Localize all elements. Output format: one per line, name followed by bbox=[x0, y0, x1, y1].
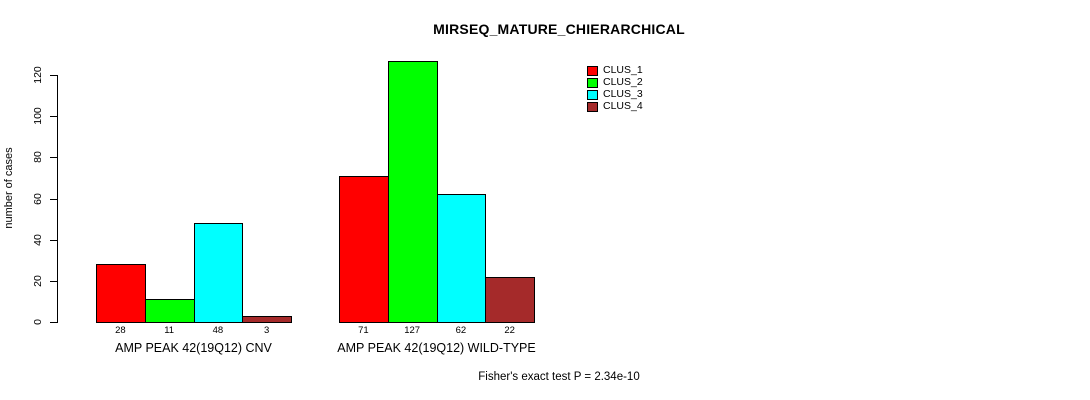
legend-item: CLUS_4 bbox=[587, 101, 643, 113]
legend-item: CLUS_3 bbox=[587, 89, 643, 101]
bar-clus_1-group2 bbox=[339, 176, 389, 323]
bar-value-label: 3 bbox=[263, 325, 270, 336]
bar-value-label: 71 bbox=[358, 325, 369, 336]
legend-item: CLUS_1 bbox=[587, 65, 643, 77]
y-axis-tick bbox=[50, 322, 57, 323]
bar-clus_2-group1 bbox=[144, 299, 195, 323]
y-axis-tick bbox=[50, 240, 57, 241]
bar-clus_3-group1 bbox=[193, 223, 244, 323]
legend-swatch bbox=[587, 101, 598, 112]
y-axis-tick bbox=[50, 116, 57, 117]
x-category-label: AMP PEAK 42(19Q12) WILD-TYPE bbox=[337, 341, 536, 355]
y-tick-label: 120 bbox=[32, 66, 44, 84]
y-tick-label: 60 bbox=[32, 193, 44, 205]
y-axis-tick bbox=[50, 199, 57, 200]
bar-value-label: 62 bbox=[455, 325, 467, 336]
x-category-label: AMP PEAK 42(19Q12) CNV bbox=[115, 341, 272, 355]
legend-swatch bbox=[587, 65, 598, 76]
y-tick-label: 100 bbox=[32, 107, 44, 125]
bar-value-label: 48 bbox=[212, 325, 224, 336]
bar-clus_2-group2 bbox=[387, 61, 438, 323]
legend-label: CLUS_2 bbox=[603, 76, 643, 89]
y-axis-tick bbox=[50, 157, 57, 158]
y-axis-tick bbox=[50, 281, 57, 282]
bar-clus_4-group1 bbox=[242, 316, 292, 323]
bar-value-label: 28 bbox=[115, 325, 126, 336]
bar-value-label: 11 bbox=[164, 325, 175, 336]
legend-swatch bbox=[587, 89, 598, 100]
legend-label: CLUS_1 bbox=[603, 64, 643, 77]
y-tick-label: 20 bbox=[32, 275, 44, 287]
legend-label: CLUS_3 bbox=[603, 88, 643, 101]
legend-item: CLUS_2 bbox=[587, 77, 643, 89]
y-tick-label: 0 bbox=[32, 319, 44, 325]
y-axis-line bbox=[57, 75, 58, 323]
bar-value-label: 127 bbox=[404, 325, 421, 336]
legend-label: CLUS_4 bbox=[603, 100, 643, 113]
bar-value-label: 22 bbox=[504, 325, 515, 336]
legend: CLUS_1 CLUS_2 CLUS_3 CLUS_4 bbox=[587, 65, 643, 113]
bar-clus_3-group2 bbox=[436, 194, 487, 323]
bar-clus_4-group2 bbox=[485, 277, 535, 323]
statistics-annotation: Fisher's exact test P = 2.34e-10 bbox=[478, 371, 640, 383]
y-tick-label: 40 bbox=[32, 234, 44, 246]
chart-title: MIRSEQ_MATURE_CHIERARCHICAL bbox=[433, 21, 685, 37]
y-axis-tick bbox=[50, 75, 57, 76]
y-tick-label: 80 bbox=[32, 151, 44, 163]
bar-clus_1-group1 bbox=[96, 264, 146, 323]
legend-swatch bbox=[587, 77, 598, 88]
